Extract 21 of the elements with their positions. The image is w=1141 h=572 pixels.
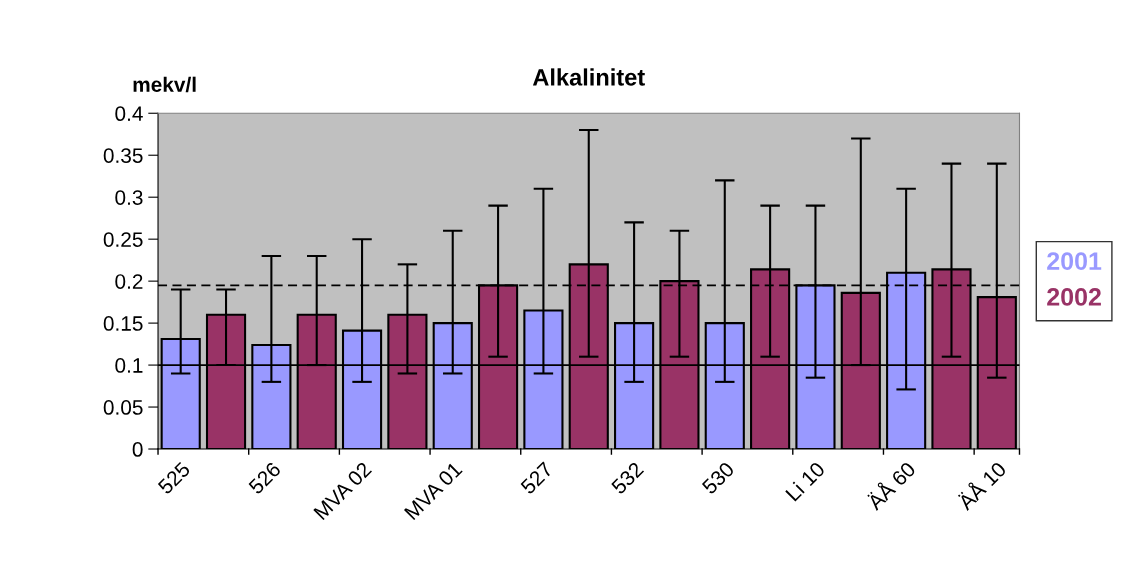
x-tick-label: ÄÅ 60 (863, 458, 917, 512)
y-axis-title: mekv/l (133, 76, 196, 93)
y-tick-label: 0.05 (103, 400, 143, 415)
y-tick-label: 0 (132, 442, 143, 457)
y-tick-label: 0.15 (103, 316, 143, 331)
y-tick-label: 0.4 (115, 106, 143, 122)
y-tick-label: 0.35 (103, 148, 143, 163)
y-tick-label: 0.1 (115, 358, 143, 373)
y-tick-label: 0.3 (115, 190, 143, 205)
x-tick-label: 526 (247, 461, 282, 495)
x-tick-label: 532 (610, 461, 645, 495)
x-tick-label: Li 10 (784, 460, 826, 502)
series-label: 2002 (1047, 288, 1101, 306)
y-tick-label: 0.2 (115, 274, 143, 289)
y-tick-label: 0.25 (103, 232, 143, 247)
chart-title: Alkalinitet (532, 68, 645, 86)
x-tick-label: 527 (519, 461, 554, 495)
text: 2001 (1047, 252, 1102, 270)
x-tick-label: 525 (157, 461, 191, 495)
x-tick-label: 530 (701, 461, 736, 495)
x-tick-label: ÄÅ 10 (954, 458, 1008, 512)
